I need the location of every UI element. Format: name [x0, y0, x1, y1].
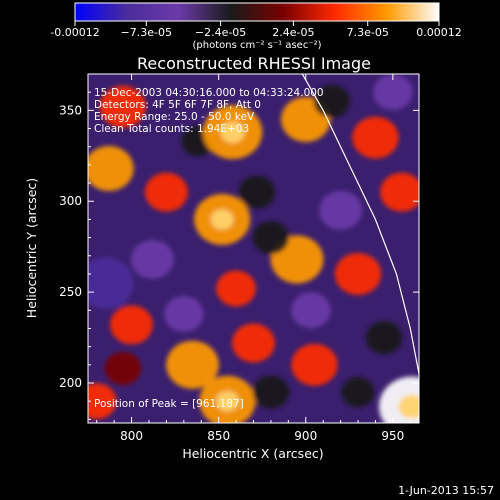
- intensity-blob: [352, 116, 399, 159]
- footer-date: 1-Jun-2013 15:57: [398, 484, 494, 497]
- intensity-blob: [373, 74, 413, 111]
- x-tick-label: 950: [381, 429, 404, 443]
- colorbar-bar: [74, 2, 440, 22]
- y-axis-ticks: 200 250 300 350: [59, 73, 419, 420]
- y-axis-label: Heliocentric Y (arcsec): [24, 178, 39, 318]
- intensity-core: [220, 121, 245, 143]
- intensity-map: [88, 74, 419, 423]
- colorbar-tick-label: 7.3e-05: [347, 26, 389, 39]
- colorbar-tick-label: −7.3e-05: [121, 26, 172, 39]
- intensity-blob: [88, 383, 117, 420]
- energy-range-text: Energy Range: 25.0 - 50.0 keV: [94, 111, 255, 123]
- intensity-blob: [291, 292, 331, 329]
- intensity-blob: [252, 221, 290, 255]
- intensity-blob: [380, 172, 419, 212]
- y-tick-label: 350: [59, 103, 82, 117]
- intensity-blob: [88, 257, 134, 309]
- colorbar-ticks: -0.00012 −7.3e-05 −2.4e-05 2.4e-05 7.3e-05 0.…: [50, 21, 462, 39]
- intensity-blob: [104, 351, 141, 385]
- intensity-blob: [291, 343, 338, 386]
- y-tick-label: 200: [59, 376, 82, 390]
- intensity-blob: [99, 85, 146, 128]
- y-tick-label: 250: [59, 285, 82, 299]
- time-range-text: 15-Dec-2003 04:30:16.000 to 04:33:24.000: [94, 87, 324, 99]
- x-axis-ticks: 800 850 900 950: [96, 74, 411, 443]
- x-tick-label: 900: [294, 429, 317, 443]
- intensity-blob: [334, 252, 382, 295]
- plot-area: [87, 73, 420, 424]
- intensity-blob: [319, 190, 363, 230]
- intensity-core: [398, 394, 419, 419]
- intensity-blob: [88, 146, 134, 192]
- colorbar-tick-label: -0.00012: [50, 26, 99, 39]
- intensity-blob: [366, 321, 403, 355]
- intensity-blob: [341, 377, 375, 408]
- peak-position-text: Position of Peak = [961,187]: [94, 398, 244, 410]
- x-tick-label: 800: [120, 429, 143, 443]
- intensity-blob: [166, 340, 219, 389]
- intensity-blob: [164, 295, 204, 332]
- intensity-core: [215, 390, 239, 412]
- intensity-blob: [238, 175, 276, 209]
- clean-total-counts-text: Clean Total counts: 1.94E+03: [94, 123, 249, 135]
- colorbar: -0.00012 −7.3e-05 −2.4e-05 2.4e-05 7.3e-05 0.…: [50, 2, 462, 51]
- x-tick-label: 850: [207, 429, 230, 443]
- intensity-blob: [131, 239, 174, 279]
- intensity-blob: [110, 305, 154, 345]
- intensity-blob: [252, 375, 290, 409]
- detectors-text: Detectors: 4F 5F 6F 7F 8F, Att 0: [94, 99, 261, 111]
- intensity-core: [210, 209, 234, 230]
- colorbar-unit-label: (photons cm⁻² s⁻¹ asec⁻²): [192, 40, 321, 51]
- y-tick-label: 300: [59, 194, 82, 208]
- info-annotations: 15-Dec-2003 04:30:16.000 to 04:33:24.000…: [94, 87, 324, 410]
- intensity-blob: [232, 323, 275, 363]
- colorbar-tick-label: −2.4e-05: [195, 26, 246, 39]
- colorbar-tick-label: 0.00012: [416, 26, 462, 39]
- x-axis-label: Heliocentric X (arcsec): [182, 446, 323, 461]
- intensity-blob: [216, 270, 256, 307]
- intensity-blob: [144, 172, 188, 212]
- colorbar-tick-label: 2.4e-05: [272, 26, 314, 39]
- solar-limb: [301, 74, 419, 383]
- chart-title: Reconstructed RHESSI Image: [137, 54, 371, 73]
